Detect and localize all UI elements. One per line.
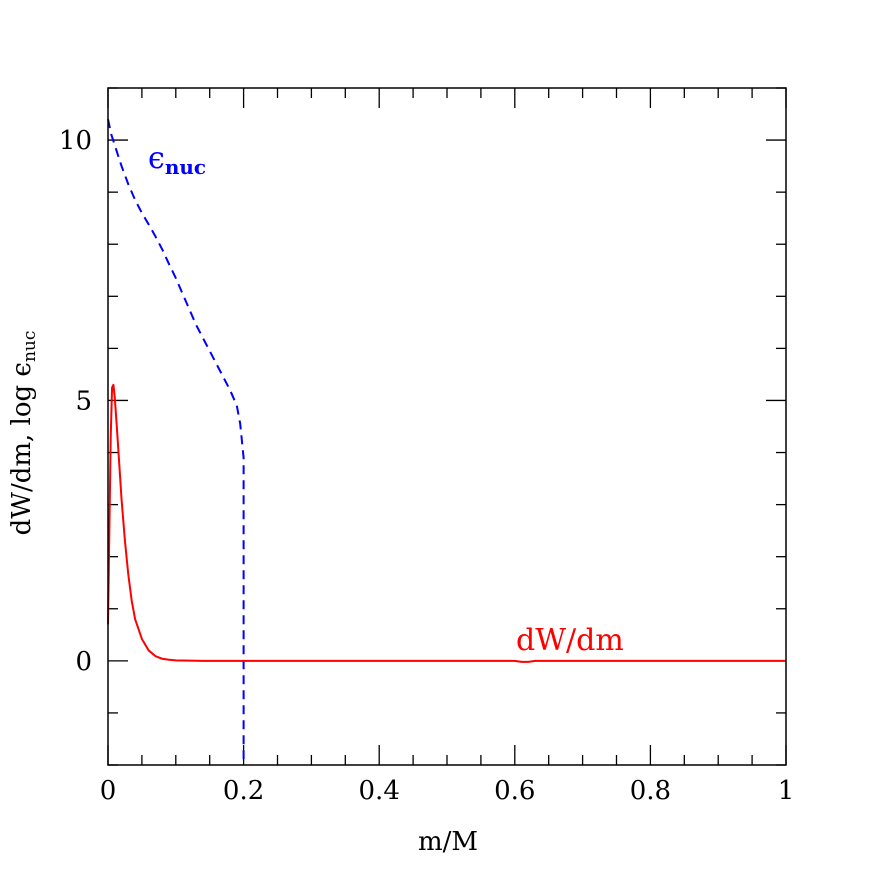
- x-tick-label: 0.2: [223, 776, 264, 806]
- x-tick-label: 1: [778, 776, 795, 806]
- x-tick-label: 0.4: [359, 776, 400, 806]
- series-layer: [107, 119, 786, 765]
- series-line-epsilon-nuc: [107, 119, 245, 765]
- y-axis-label-main: dW/dm, log ϵ: [7, 362, 37, 535]
- y-axis-label: dW/dm, log ϵnuc: [7, 331, 40, 536]
- y-tick-label: 5: [75, 386, 92, 416]
- x-tick-label: 0: [100, 776, 117, 806]
- plot-frame: [107, 87, 787, 766]
- series-label-epsilon-nuc: ϵnuc: [148, 141, 206, 179]
- axis-ticks: [107, 87, 787, 766]
- y-axis-label-subscript: nuc: [20, 331, 40, 362]
- x-tick-label: 0.6: [494, 776, 535, 806]
- y-tick-label: 10: [59, 126, 92, 156]
- series-label-dw-dm: dW/dm: [516, 623, 624, 658]
- x-axis-label: m/M: [418, 827, 478, 857]
- x-tick-label: 0.8: [630, 776, 671, 806]
- series-label-epsilon-nuc-main: ϵ: [148, 141, 165, 176]
- series-label-epsilon-nuc-subscript: nuc: [165, 155, 206, 179]
- series-line-dw-dm: [107, 383, 786, 663]
- y-tick-label: 0: [75, 647, 92, 677]
